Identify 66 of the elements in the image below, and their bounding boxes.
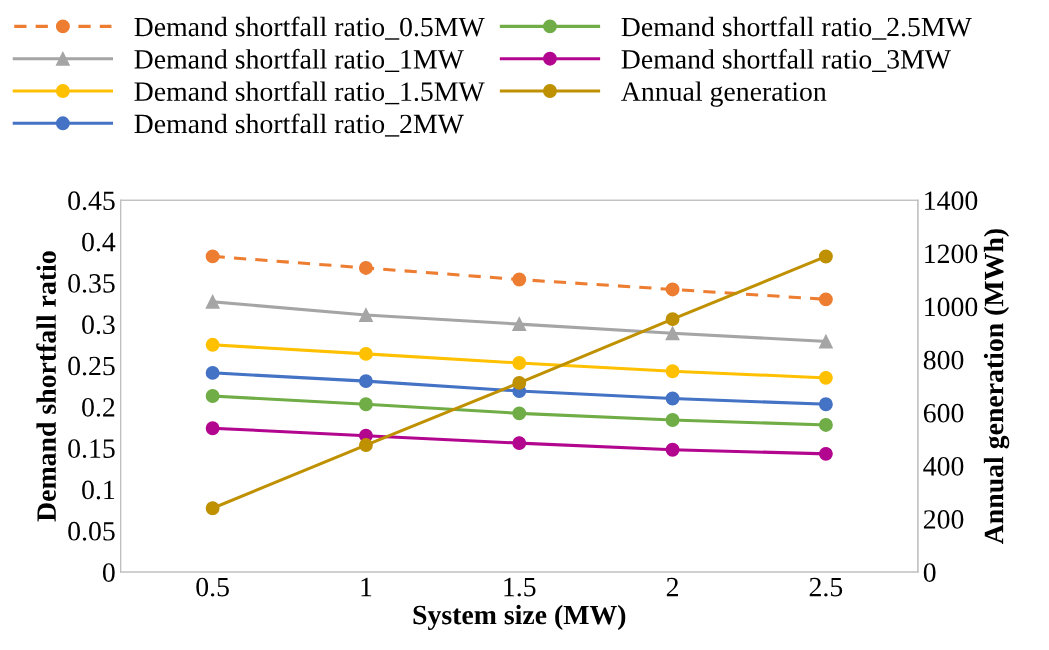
y-tick-label: 0.45 bbox=[68, 191, 115, 211]
point bbox=[665, 282, 680, 297]
point bbox=[665, 413, 680, 427]
point bbox=[818, 446, 833, 461]
point bbox=[818, 334, 833, 349]
point bbox=[818, 370, 833, 385]
x-axis-title: System size (MW) bbox=[413, 604, 626, 631]
point bbox=[512, 375, 527, 390]
y-tick-label: 0.25 bbox=[68, 356, 115, 376]
legend-label: Demand shortfall ratio_2.5MW bbox=[621, 16, 972, 40]
point bbox=[358, 374, 373, 389]
y-axis-title: Demand shortfall ratio bbox=[36, 251, 56, 522]
legend-label: Demand shortfall ratio_3MW bbox=[621, 48, 951, 72]
legend-label: Annual generation bbox=[621, 81, 827, 107]
point bbox=[205, 294, 220, 309]
point bbox=[205, 337, 220, 352]
legend-label: Demand shortfall ratio_2MW bbox=[134, 113, 464, 137]
point bbox=[818, 417, 833, 432]
point bbox=[665, 442, 680, 457]
point bbox=[358, 346, 373, 361]
y2-tick-label: 1400 bbox=[925, 191, 978, 211]
point bbox=[205, 389, 220, 403]
point bbox=[665, 326, 680, 341]
y2-tick-label: 400 bbox=[923, 456, 964, 476]
point bbox=[665, 391, 680, 406]
point bbox=[512, 436, 527, 451]
y-tick-label: 0.05 bbox=[68, 521, 115, 541]
y-tick-label: 0.4 bbox=[82, 232, 116, 252]
x-tick-label: 2 bbox=[666, 577, 678, 597]
point bbox=[512, 356, 527, 370]
x-tick-label: 1 bbox=[361, 577, 372, 597]
y2-tick-label: 1000 bbox=[925, 297, 978, 317]
point bbox=[205, 365, 220, 380]
point bbox=[665, 312, 680, 327]
y-tick-label: 0 bbox=[102, 563, 115, 582]
x-tick-label: 0.5 bbox=[196, 577, 229, 597]
y2-tick-label: 800 bbox=[923, 350, 964, 370]
y2-tick-label: 200 bbox=[923, 510, 964, 529]
point bbox=[205, 249, 220, 264]
point bbox=[512, 406, 527, 421]
x-tick-label: 2.5 bbox=[809, 577, 843, 597]
point bbox=[512, 317, 527, 332]
point bbox=[512, 272, 527, 287]
legend-label: Demand shortfall ratio_1MW bbox=[134, 48, 464, 72]
legend-label: Demand shortfall ratio_1.5MW bbox=[134, 81, 485, 105]
y2-tick-label: 600 bbox=[923, 403, 964, 423]
y2-axis-title: Annual generation (MWh) bbox=[983, 229, 1010, 545]
point bbox=[358, 261, 373, 275]
y-tick-label: 0.35 bbox=[68, 273, 115, 293]
point bbox=[205, 421, 220, 436]
y-tick-label: 0.2 bbox=[82, 397, 115, 417]
y2-tick-label: 0 bbox=[923, 563, 936, 582]
point bbox=[818, 397, 833, 412]
point bbox=[818, 292, 833, 307]
y2-tick-label: 1200 bbox=[925, 244, 978, 264]
x-tick-label: 1.5 bbox=[504, 577, 536, 597]
y-tick-label: 0.1 bbox=[82, 480, 115, 500]
point bbox=[358, 308, 373, 322]
point bbox=[818, 249, 833, 264]
point bbox=[665, 364, 680, 379]
y-tick-label: 0.3 bbox=[82, 315, 115, 335]
point bbox=[358, 438, 373, 453]
point bbox=[205, 501, 220, 516]
legend-label: Demand shortfall ratio_0.5MW bbox=[134, 16, 485, 40]
point bbox=[358, 397, 373, 412]
y-tick-label: 0.15 bbox=[68, 439, 115, 459]
